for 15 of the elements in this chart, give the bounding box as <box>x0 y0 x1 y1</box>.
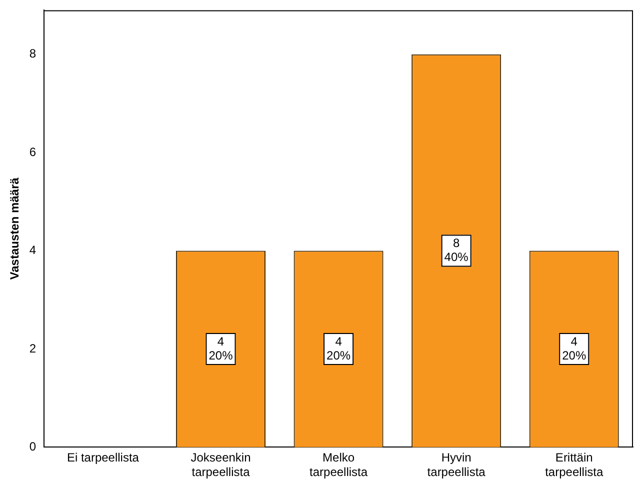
data-label: 4 20% <box>208 334 234 362</box>
y-axis-title: Vastausten määrä <box>8 177 22 280</box>
data-label: 4 20% <box>326 334 351 362</box>
x-tick-label: Hyvin tarpeellista <box>427 450 486 480</box>
y-tick-label: 2 <box>29 341 36 356</box>
y-tick-label: 4 <box>29 243 36 258</box>
data-label: 8 40% <box>444 236 469 264</box>
y-tick-label: 0 <box>29 440 36 454</box>
x-tick-label: Ei tarpeellista <box>66 450 140 465</box>
y-tick-label: 6 <box>29 144 36 159</box>
data-label: 4 20% <box>562 334 586 362</box>
y-tick-label: 8 <box>29 46 36 61</box>
x-tick-label: Melko tarpeellista <box>310 450 368 480</box>
x-tick-label: Jokseenkin tarpeellista <box>190 450 251 480</box>
x-tick-label: Erittäin tarpeellista <box>545 450 604 480</box>
